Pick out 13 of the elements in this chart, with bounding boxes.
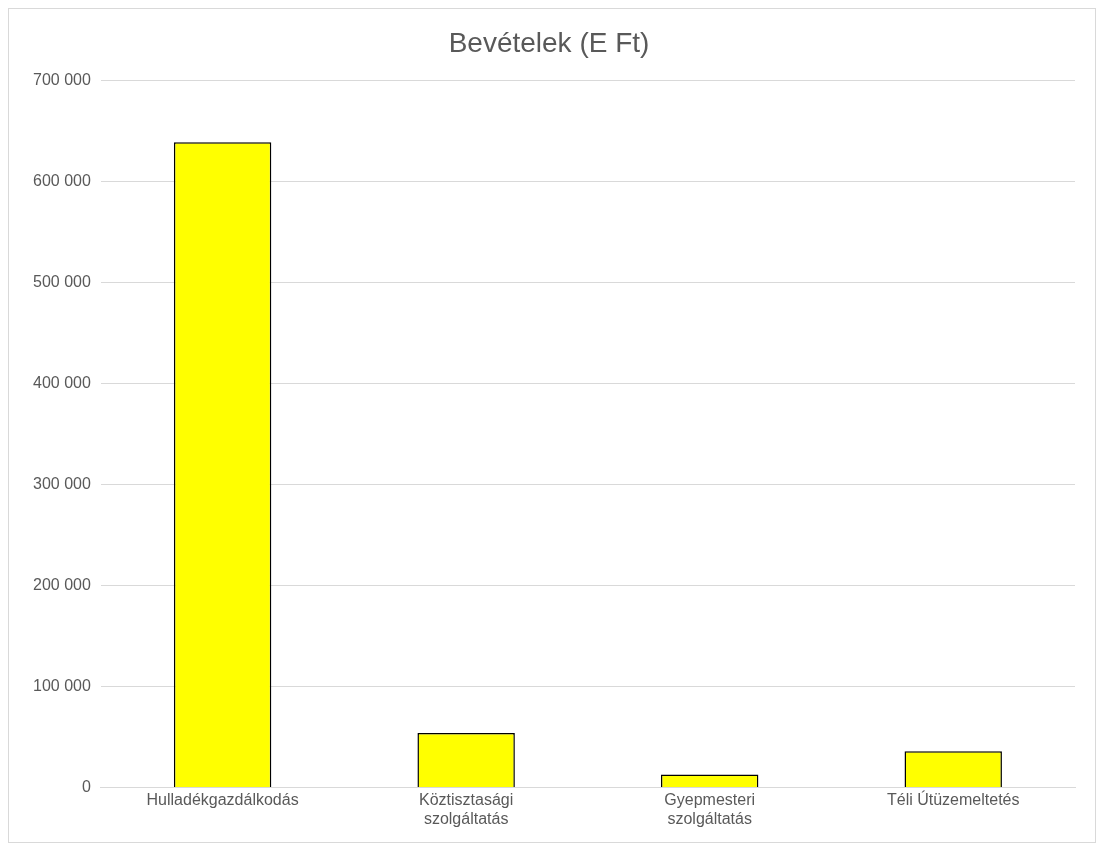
x-tick-label: Gyepmesteri szolgáltatás: [664, 790, 756, 827]
chart-title: Bevételek (E Ft): [448, 26, 650, 58]
x-tick-label: Téli Útüzemeltetés: [886, 789, 1020, 808]
y-tick-label: 600 000: [32, 172, 91, 190]
y-tick-label: 700 000: [32, 71, 91, 89]
y-tick-label: 0: [81, 778, 91, 796]
y-tick-label: 100 000: [32, 677, 91, 695]
y-tick-label: 300 000: [32, 475, 91, 493]
y-tick-label: 500 000: [32, 273, 91, 291]
y-tick-label: 400 000: [32, 374, 91, 392]
x-tick-label: Köztisztasági szolgáltatás: [419, 790, 514, 827]
y-tick-label: 200 000: [32, 576, 91, 594]
x-tick-label: Hulladékgazdálkodás: [146, 790, 299, 808]
